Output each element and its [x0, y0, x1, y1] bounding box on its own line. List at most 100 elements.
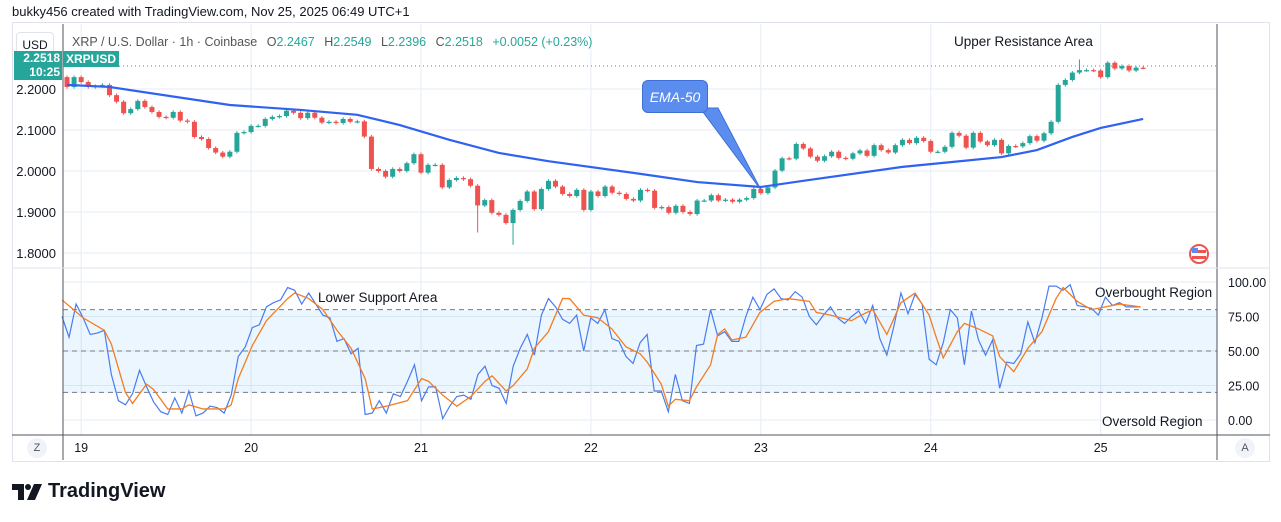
chart-credit: bukky456 created with TradingView.com, N…	[12, 4, 410, 19]
candle-down	[1126, 64, 1132, 73]
ema-callout-pointer	[699, 107, 762, 191]
currency-button[interactable]: USD	[16, 32, 54, 58]
rsi-axis[interactable]: 0.00 25.00 50.00 75.00 100.00	[1228, 276, 1266, 428]
candle-body	[1098, 70, 1104, 78]
candle-up	[1119, 64, 1125, 71]
candle-body	[255, 125, 261, 128]
candle-body	[949, 132, 955, 147]
lower-support-label[interactable]: Lower Support Area	[318, 290, 438, 305]
candle-body	[928, 141, 934, 152]
price-axis[interactable]: 1.8000 1.9000 2.0000 2.1000 2.2000	[16, 82, 56, 261]
candle-body	[213, 148, 219, 153]
candle-down	[397, 167, 403, 173]
upper-resistance-label[interactable]: Upper Resistance Area	[954, 34, 1093, 49]
candle-down	[630, 197, 636, 203]
candle-up	[701, 198, 707, 203]
candle-body	[439, 164, 445, 188]
last-price: 2.2518	[23, 51, 60, 65]
candle-body	[156, 111, 162, 117]
symbol-description: XRP / U.S. Dollar · 1h · Coinbase	[72, 35, 258, 49]
candle-up	[1133, 66, 1139, 73]
candle-body	[878, 145, 884, 151]
candle-body	[418, 154, 424, 173]
candle-down	[121, 100, 127, 115]
candle-down	[368, 134, 374, 171]
candle-body	[170, 111, 176, 118]
candle-body	[588, 191, 594, 210]
candle-down	[581, 188, 587, 212]
candle-body	[368, 136, 374, 169]
candle-down	[984, 139, 990, 147]
oversold-label[interactable]: Oversold Region	[1102, 414, 1203, 429]
candle-body	[524, 191, 530, 201]
candle-down	[616, 191, 622, 196]
change-value: +0.0052 (+0.23%)	[492, 35, 593, 49]
candle-body	[885, 150, 891, 153]
candle-body	[1055, 84, 1061, 122]
candle-body	[354, 121, 360, 123]
candle-up	[1084, 68, 1090, 72]
auto-scale-button[interactable]: A	[1235, 438, 1255, 458]
candle-up	[744, 196, 750, 202]
candle-down	[1013, 144, 1019, 149]
candle-up	[404, 161, 410, 173]
candle-body	[333, 121, 339, 124]
candle-body	[411, 154, 417, 164]
candle-body	[581, 189, 587, 210]
candle-down	[567, 192, 573, 198]
tradingview-logo[interactable]: TradingView	[12, 480, 165, 503]
candle-up	[482, 198, 488, 208]
candle-body	[779, 158, 785, 171]
candle-body	[114, 95, 120, 102]
price-tick-label: 2.2000	[16, 82, 56, 97]
candle-up	[432, 163, 438, 167]
candle-up	[545, 179, 551, 191]
candle-down	[956, 131, 962, 138]
overbought-label[interactable]: Overbought Region	[1095, 285, 1213, 300]
candle-body	[822, 156, 828, 161]
candle-up	[255, 124, 261, 128]
candle-body	[708, 195, 714, 201]
candle-down	[383, 169, 389, 179]
candle-down	[878, 143, 884, 152]
candle-body	[984, 141, 990, 146]
candle-body	[793, 143, 799, 159]
candle-body	[71, 77, 77, 87]
candle-down	[864, 148, 870, 158]
candle-up	[1055, 83, 1061, 124]
time-tick-label: 22	[584, 441, 598, 455]
candle-down	[666, 205, 672, 215]
candle-body	[1013, 145, 1019, 148]
candle-up	[935, 150, 941, 154]
time-tick-label: 24	[924, 441, 938, 455]
candle-up	[227, 150, 233, 159]
candle-up	[234, 131, 240, 154]
candle-down	[64, 75, 70, 89]
symbol-legend: XRP / U.S. Dollar · 1h · Coinbase O2.246…	[72, 35, 592, 49]
rsi-guides	[63, 309, 1217, 393]
candle-down	[807, 146, 813, 159]
auto-scale-z-button[interactable]: Z	[27, 438, 47, 458]
candle-body	[616, 192, 622, 194]
time-axis[interactable]: 19 20 21 22 23 24 25	[74, 441, 1107, 455]
ema-50-callout[interactable]: EMA-50	[642, 80, 708, 113]
candle-body	[772, 170, 778, 188]
candle-up	[829, 150, 835, 158]
candle-down	[1140, 66, 1146, 70]
candle-up	[446, 178, 452, 190]
candle-body	[659, 207, 665, 209]
candle-body	[397, 168, 403, 171]
candle-down	[184, 118, 190, 124]
candle-down	[163, 115, 169, 120]
candle-down	[106, 83, 112, 97]
candle-body	[999, 139, 1005, 154]
us-flag-icon	[1189, 244, 1209, 264]
symbol-tag: XRPUSD	[63, 51, 120, 67]
time-tick-label: 19	[74, 441, 88, 455]
candle-down	[645, 188, 651, 193]
candle-up	[673, 204, 679, 215]
candle-up	[588, 189, 594, 212]
candle-down	[609, 184, 615, 195]
candle-down	[85, 80, 91, 89]
